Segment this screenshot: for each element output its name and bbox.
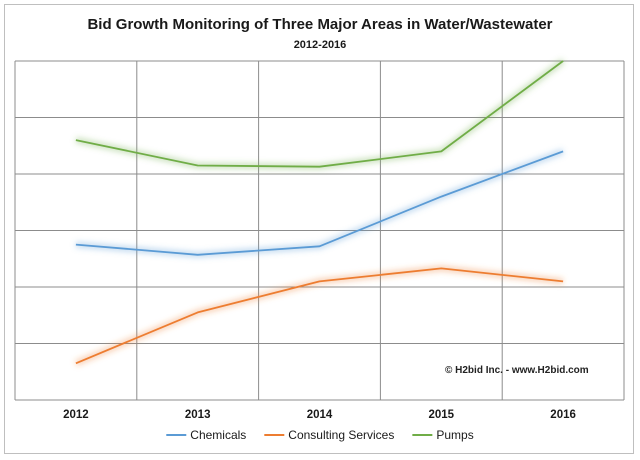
legend-label-consulting-services: Consulting Services <box>288 428 394 442</box>
x-axis-tick-labels: 2012 2013 2014 2015 2016 <box>63 409 576 421</box>
chart-svg: Bid Growth Monitoring of Three Major Are… <box>14 16 625 442</box>
series-line-chemicals <box>75 150 564 256</box>
x-tick-label: 2013 <box>185 409 211 421</box>
chart-title: Bid Growth Monitoring of Three Major Are… <box>87 16 552 33</box>
series-line-glow-consulting-services <box>74 265 564 367</box>
legend-label-chemicals: Chemicals <box>190 428 246 442</box>
copyright-annotation: © H2bid Inc. - www.H2bid.com <box>445 365 589 376</box>
legend-label-pumps: Pumps <box>436 428 473 442</box>
series-line-consulting-services <box>75 267 564 365</box>
plot-area <box>14 58 625 401</box>
x-tick-label: 2015 <box>429 409 455 421</box>
x-tick-label: 2012 <box>63 409 89 421</box>
chart-frame: Bid Growth Monitoring of Three Major Are… <box>4 4 634 454</box>
series-line-pumps <box>75 60 564 168</box>
chart-subtitle: 2012-2016 <box>294 39 347 51</box>
x-tick-label: 2014 <box>307 409 333 421</box>
x-tick-label: 2016 <box>550 409 576 421</box>
legend: Chemicals Consulting Services Pumps <box>166 428 474 442</box>
series-line-glow-pumps <box>75 58 565 170</box>
